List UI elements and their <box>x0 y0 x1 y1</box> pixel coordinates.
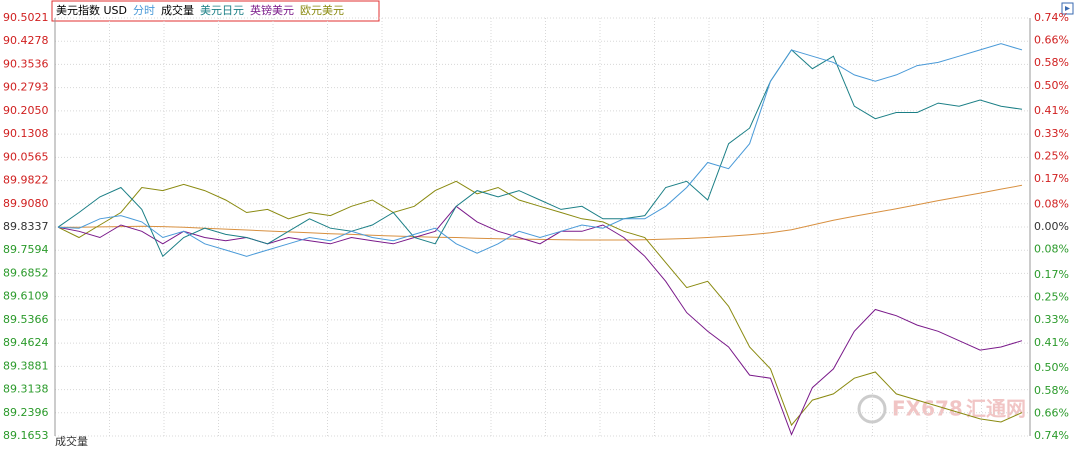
y-tick-label: 89.7594 <box>3 243 49 256</box>
chart-title: 美元指数 USD <box>56 3 127 17</box>
volume-panel-title: 成交量 <box>55 434 88 446</box>
y2-tick-label: 0.74% <box>1034 11 1069 24</box>
y2-tick-label: 0.50% <box>1034 361 1069 374</box>
y2-tick-label: 0.74% <box>1034 429 1069 442</box>
legend-entry: 英镑美元 <box>250 3 294 17</box>
y-tick-label: 90.2050 <box>3 104 49 117</box>
y2-tick-label: 0.00% <box>1034 220 1069 233</box>
y-tick-label: 89.6852 <box>3 266 49 279</box>
y-tick-label: 89.9822 <box>3 174 49 187</box>
y-tick-label: 89.3881 <box>3 359 49 372</box>
y2-tick-label: 0.17% <box>1034 268 1069 281</box>
y2-tick-label: 0.33% <box>1034 127 1069 140</box>
y2-tick-label: 0.25% <box>1034 149 1069 162</box>
y-tick-label: 89.4624 <box>3 336 49 349</box>
legend-entry: 欧元美元 <box>300 4 344 17</box>
y-tick-label: 89.3138 <box>3 383 49 396</box>
y2-tick-label: 0.58% <box>1034 384 1069 397</box>
y2-tick-label: 0.41% <box>1034 104 1069 117</box>
y-tick-label: 89.2396 <box>3 406 49 419</box>
legend-entry: 分时 <box>133 4 155 17</box>
y2-tick-label: 0.17% <box>1034 172 1069 185</box>
series-line <box>57 43 1023 257</box>
watermark-site: 汇通网 <box>966 397 1026 421</box>
series-line <box>58 184 1023 241</box>
y2-tick-label: 0.08% <box>1034 243 1069 256</box>
y-tick-label: 89.9080 <box>3 197 49 210</box>
legend-box <box>51 0 380 22</box>
y-tick-label: 89.6109 <box>3 290 49 303</box>
y2-tick-label: 0.41% <box>1034 336 1069 349</box>
menu-icon-arrow <box>1065 6 1070 11</box>
series-line <box>57 205 1023 436</box>
legend-volume: 成交量 <box>161 3 194 17</box>
legend-entry: 美元日元 <box>200 4 244 17</box>
y2-tick-label: 0.08% <box>1034 197 1069 210</box>
y-tick-label: 90.5021 <box>3 11 49 24</box>
y-tick-label: 90.2793 <box>3 81 49 94</box>
y2-tick-label: 0.25% <box>1034 291 1069 304</box>
y2-tick-label: 0.66% <box>1034 34 1069 47</box>
y-tick-label: 89.5366 <box>3 313 49 326</box>
y2-tick-label: 0.33% <box>1034 313 1069 326</box>
y2-tick-label: 0.58% <box>1034 56 1069 69</box>
y-tick-label: 90.3536 <box>3 57 49 70</box>
y-tick-label: 90.0565 <box>3 150 49 163</box>
series-line <box>57 49 1023 258</box>
y-tick-label: 89.1653 <box>3 429 49 442</box>
y2-tick-label: 0.50% <box>1034 79 1069 92</box>
series-line <box>57 180 1023 427</box>
y-tick-label: 90.1308 <box>3 127 49 140</box>
y2-tick-label: 0.66% <box>1034 406 1069 419</box>
y-tick-label: 90.4278 <box>3 34 49 47</box>
y-tick-label: 89.8337 <box>3 220 49 233</box>
